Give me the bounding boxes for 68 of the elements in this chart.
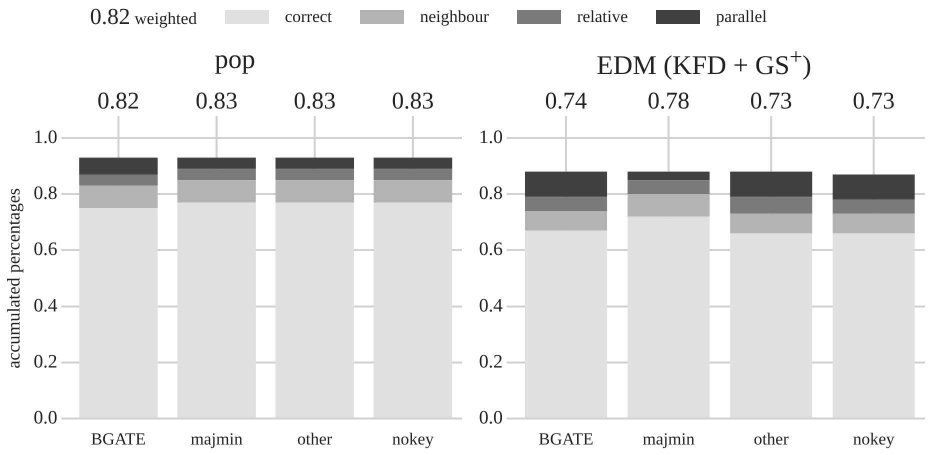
bar <box>730 214 812 234</box>
chart-title: pop <box>214 44 256 75</box>
bar <box>730 233 812 418</box>
bar <box>730 196 812 214</box>
bar <box>832 233 915 418</box>
bar <box>177 180 256 203</box>
bar <box>525 210 608 231</box>
legend-label: relative <box>576 7 628 27</box>
y-tick-label: 0.0 <box>479 408 503 429</box>
bar <box>525 196 608 211</box>
text: 0.73 <box>750 88 792 114</box>
text: 0.74 <box>545 88 588 114</box>
bar <box>628 194 710 217</box>
text: 0.73 <box>852 88 895 114</box>
bar <box>79 158 158 174</box>
y-tick-label: 1.0 <box>479 126 503 148</box>
x-tick-label: nokey <box>852 429 895 448</box>
bar <box>177 168 256 180</box>
x-tick-label: nokey <box>392 429 434 448</box>
bar <box>275 158 354 169</box>
y-tick-label: 0.0 <box>34 408 58 429</box>
y-tick-label: 0.4 <box>479 295 504 316</box>
bar <box>832 174 915 200</box>
x-tick-label: other <box>754 429 789 448</box>
y-tick-label: 0.4 <box>34 295 58 316</box>
legend-label: correct <box>284 7 332 27</box>
y-axis-title: accumulated percentages <box>4 188 24 369</box>
y-tick-label: 0.2 <box>34 351 58 372</box>
text: 0.82 <box>97 88 140 114</box>
chart-title: EDM (KFD + GS$^{+}$) <box>596 44 812 81</box>
bar <box>525 172 608 197</box>
x-tick-label: other <box>297 429 333 448</box>
bar <box>177 158 256 169</box>
text: 0.83 <box>196 88 238 114</box>
y-tick-label: 0.2 <box>479 351 503 372</box>
legend-title: 0.82 weighted <box>90 4 197 30</box>
x-tick-label: BGATE <box>91 429 146 448</box>
y-tick-label: 0.6 <box>34 239 58 260</box>
bar <box>374 158 452 169</box>
bar <box>628 216 710 418</box>
bar <box>374 168 452 180</box>
y-tick-label: 0.8 <box>34 183 58 204</box>
bar <box>79 174 158 186</box>
text: 0.78 <box>648 88 690 114</box>
x-tick-label: BGATE <box>538 429 594 448</box>
bar <box>374 202 452 418</box>
bar <box>275 168 354 180</box>
bar <box>374 180 452 203</box>
bar <box>832 214 915 234</box>
text: 0.83 <box>294 88 336 114</box>
bar <box>525 230 608 418</box>
bar <box>832 200 915 214</box>
legend-label: parallel <box>716 7 767 27</box>
bar <box>275 180 354 203</box>
bar <box>628 172 710 180</box>
bar <box>275 202 354 418</box>
bar <box>79 208 158 418</box>
bar <box>730 172 812 197</box>
text: 0.83 <box>392 88 434 114</box>
y-tick-label: 1.0 <box>34 126 58 148</box>
legend-label: neighbour <box>420 7 489 27</box>
y-tick-label: 0.6 <box>479 239 503 260</box>
bar <box>177 202 256 418</box>
x-tick-label: majmin <box>642 429 696 448</box>
x-tick-label: majmin <box>190 429 244 448</box>
bar <box>79 186 158 208</box>
y-tick-label: 0.8 <box>479 183 503 204</box>
bar <box>628 180 710 194</box>
